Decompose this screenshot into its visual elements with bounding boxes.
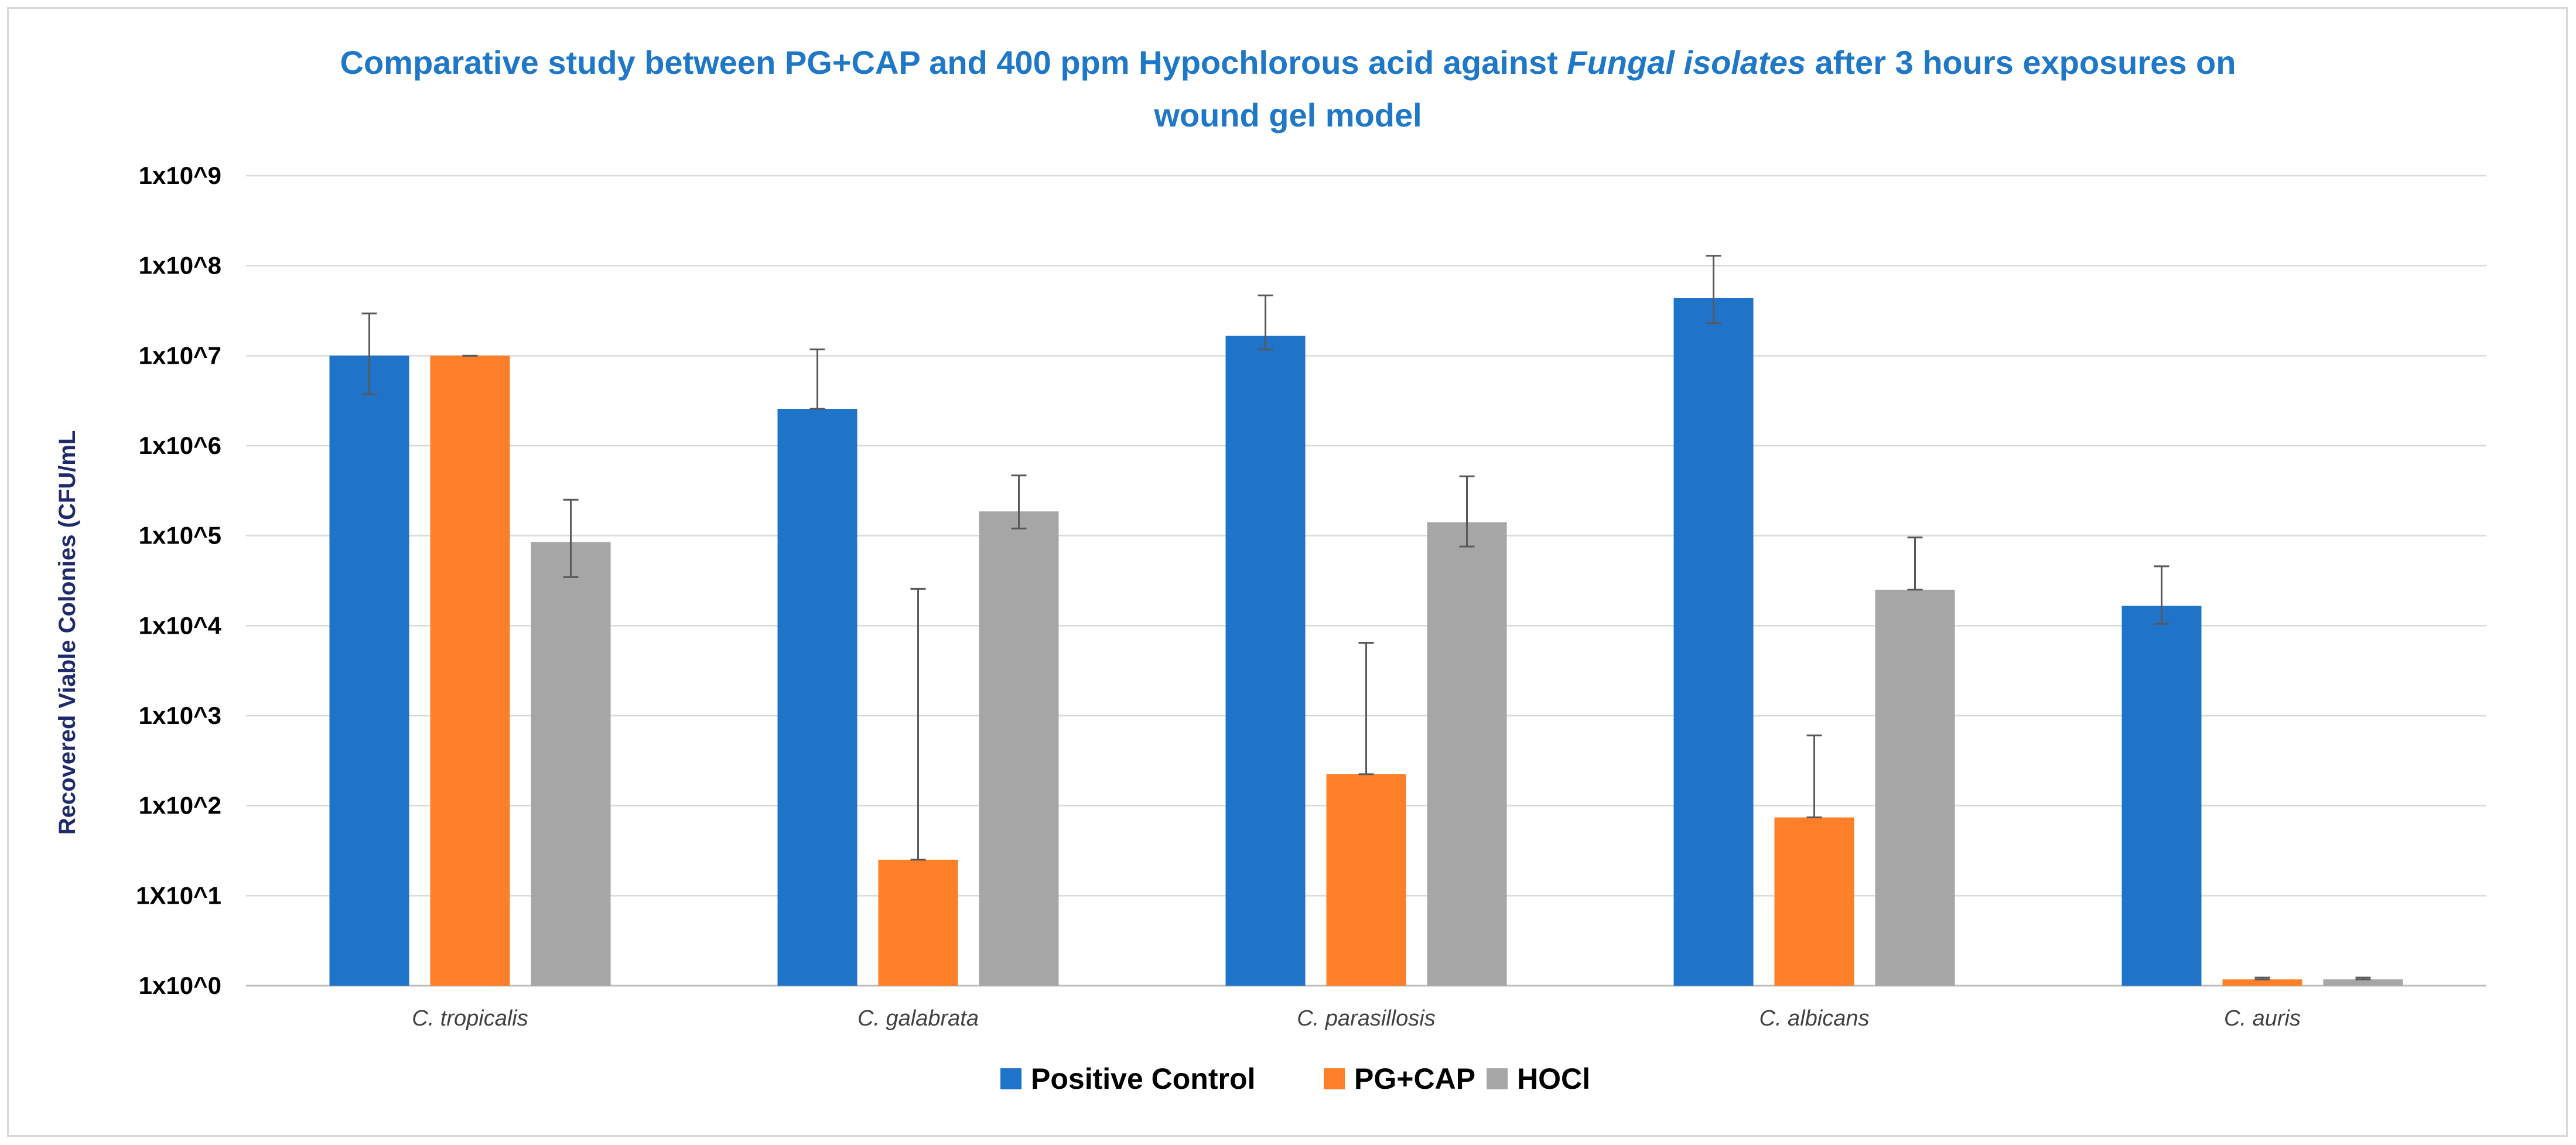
bar-pg-cap xyxy=(2222,979,2302,986)
bar-hocl xyxy=(979,511,1059,986)
x-category-label: C. parasillosis xyxy=(1297,1006,1436,1031)
chart-title-part2: after 3 hours exposures on xyxy=(1806,44,2236,81)
bar-pg-cap xyxy=(1326,774,1406,986)
legend-item: PG+CAP xyxy=(1324,1062,1475,1095)
legend-item: HOCl xyxy=(1487,1062,1590,1095)
bar-positive-control xyxy=(777,408,857,986)
error-bar xyxy=(563,498,579,578)
x-category-label: C. galabrata xyxy=(857,1006,979,1031)
bar-hocl xyxy=(2323,979,2403,986)
x-category-label: C. auris xyxy=(2224,1006,2301,1031)
error-bar xyxy=(1459,475,1475,548)
legend-label: HOCl xyxy=(1517,1062,1590,1095)
bar-positive-control xyxy=(1673,298,1754,986)
legend-swatch xyxy=(1000,1068,1021,1089)
bar-pg-cap xyxy=(878,859,958,986)
error-bar xyxy=(2154,565,2170,625)
error-bar xyxy=(361,312,377,395)
error-bar xyxy=(1011,474,1027,529)
chart-title-part1: Comparative study between PG+CAP and 400… xyxy=(340,44,1567,81)
error-bar xyxy=(1907,536,1923,591)
bar-hocl xyxy=(531,542,611,986)
y-tick-label: 1x10^8 xyxy=(139,252,221,279)
error-bar xyxy=(1706,255,1721,324)
error-bars xyxy=(361,255,2371,980)
bar-pg-cap xyxy=(430,356,510,986)
chart-title: Comparative study between PG+CAP and 400… xyxy=(0,36,2576,142)
error-bar xyxy=(2355,976,2371,980)
y-tick-label: 1x10^9 xyxy=(139,162,221,189)
bar-hocl xyxy=(1875,589,1955,986)
error-bar xyxy=(2254,976,2270,980)
gridlines xyxy=(246,175,2486,987)
y-tick-label: 1x10^4 xyxy=(139,611,222,639)
error-bar xyxy=(1358,642,1374,775)
error-bar xyxy=(910,587,926,861)
legend: Positive Control PG+CAP HOCl xyxy=(1000,1062,1590,1095)
bar-pg-cap xyxy=(1774,817,1854,986)
y-axis-label: Recovered Viable Colonies (CFU/mL xyxy=(54,430,80,835)
y-tick-label: 1x10^0 xyxy=(139,972,221,999)
error-bar xyxy=(1258,294,1273,351)
bar-positive-control xyxy=(1225,336,1306,986)
y-tick-label: 1X10^1 xyxy=(136,881,221,909)
x-axis-categories: C. tropicalis C. galabrata C. parasillosis… xyxy=(412,1006,2301,1031)
y-tick-label: 1x10^3 xyxy=(139,702,221,729)
y-tick-label: 1x10^5 xyxy=(139,522,221,549)
y-tick-label: 1x10^2 xyxy=(139,792,221,819)
error-bar xyxy=(809,348,825,410)
bar-positive-control xyxy=(329,356,409,986)
chart-title-line2: wound gel model xyxy=(1154,97,1422,134)
bar-hocl xyxy=(1427,522,1507,986)
legend-label: PG+CAP xyxy=(1354,1062,1475,1095)
x-category-label: C. tropicalis xyxy=(412,1006,528,1031)
bars xyxy=(329,298,2403,986)
y-tick-label: 1x10^7 xyxy=(139,341,221,369)
y-axis-ticks: 1x10^0 1X10^1 1x10^2 1x10^3 1x10^4 1x10^5 1x10… xyxy=(136,162,222,999)
legend-label: Positive Control xyxy=(1031,1062,1255,1095)
x-category-label: C. albicans xyxy=(1760,1006,1870,1031)
chart-title-italic: Fungal isolates xyxy=(1567,44,1806,81)
y-tick-label: 1x10^6 xyxy=(139,432,221,459)
bar-positive-control xyxy=(2121,606,2202,986)
legend-swatch xyxy=(1324,1068,1345,1089)
legend-item: Positive Control xyxy=(1000,1062,1255,1095)
error-bar xyxy=(1806,734,1822,819)
legend-swatch xyxy=(1487,1068,1508,1089)
